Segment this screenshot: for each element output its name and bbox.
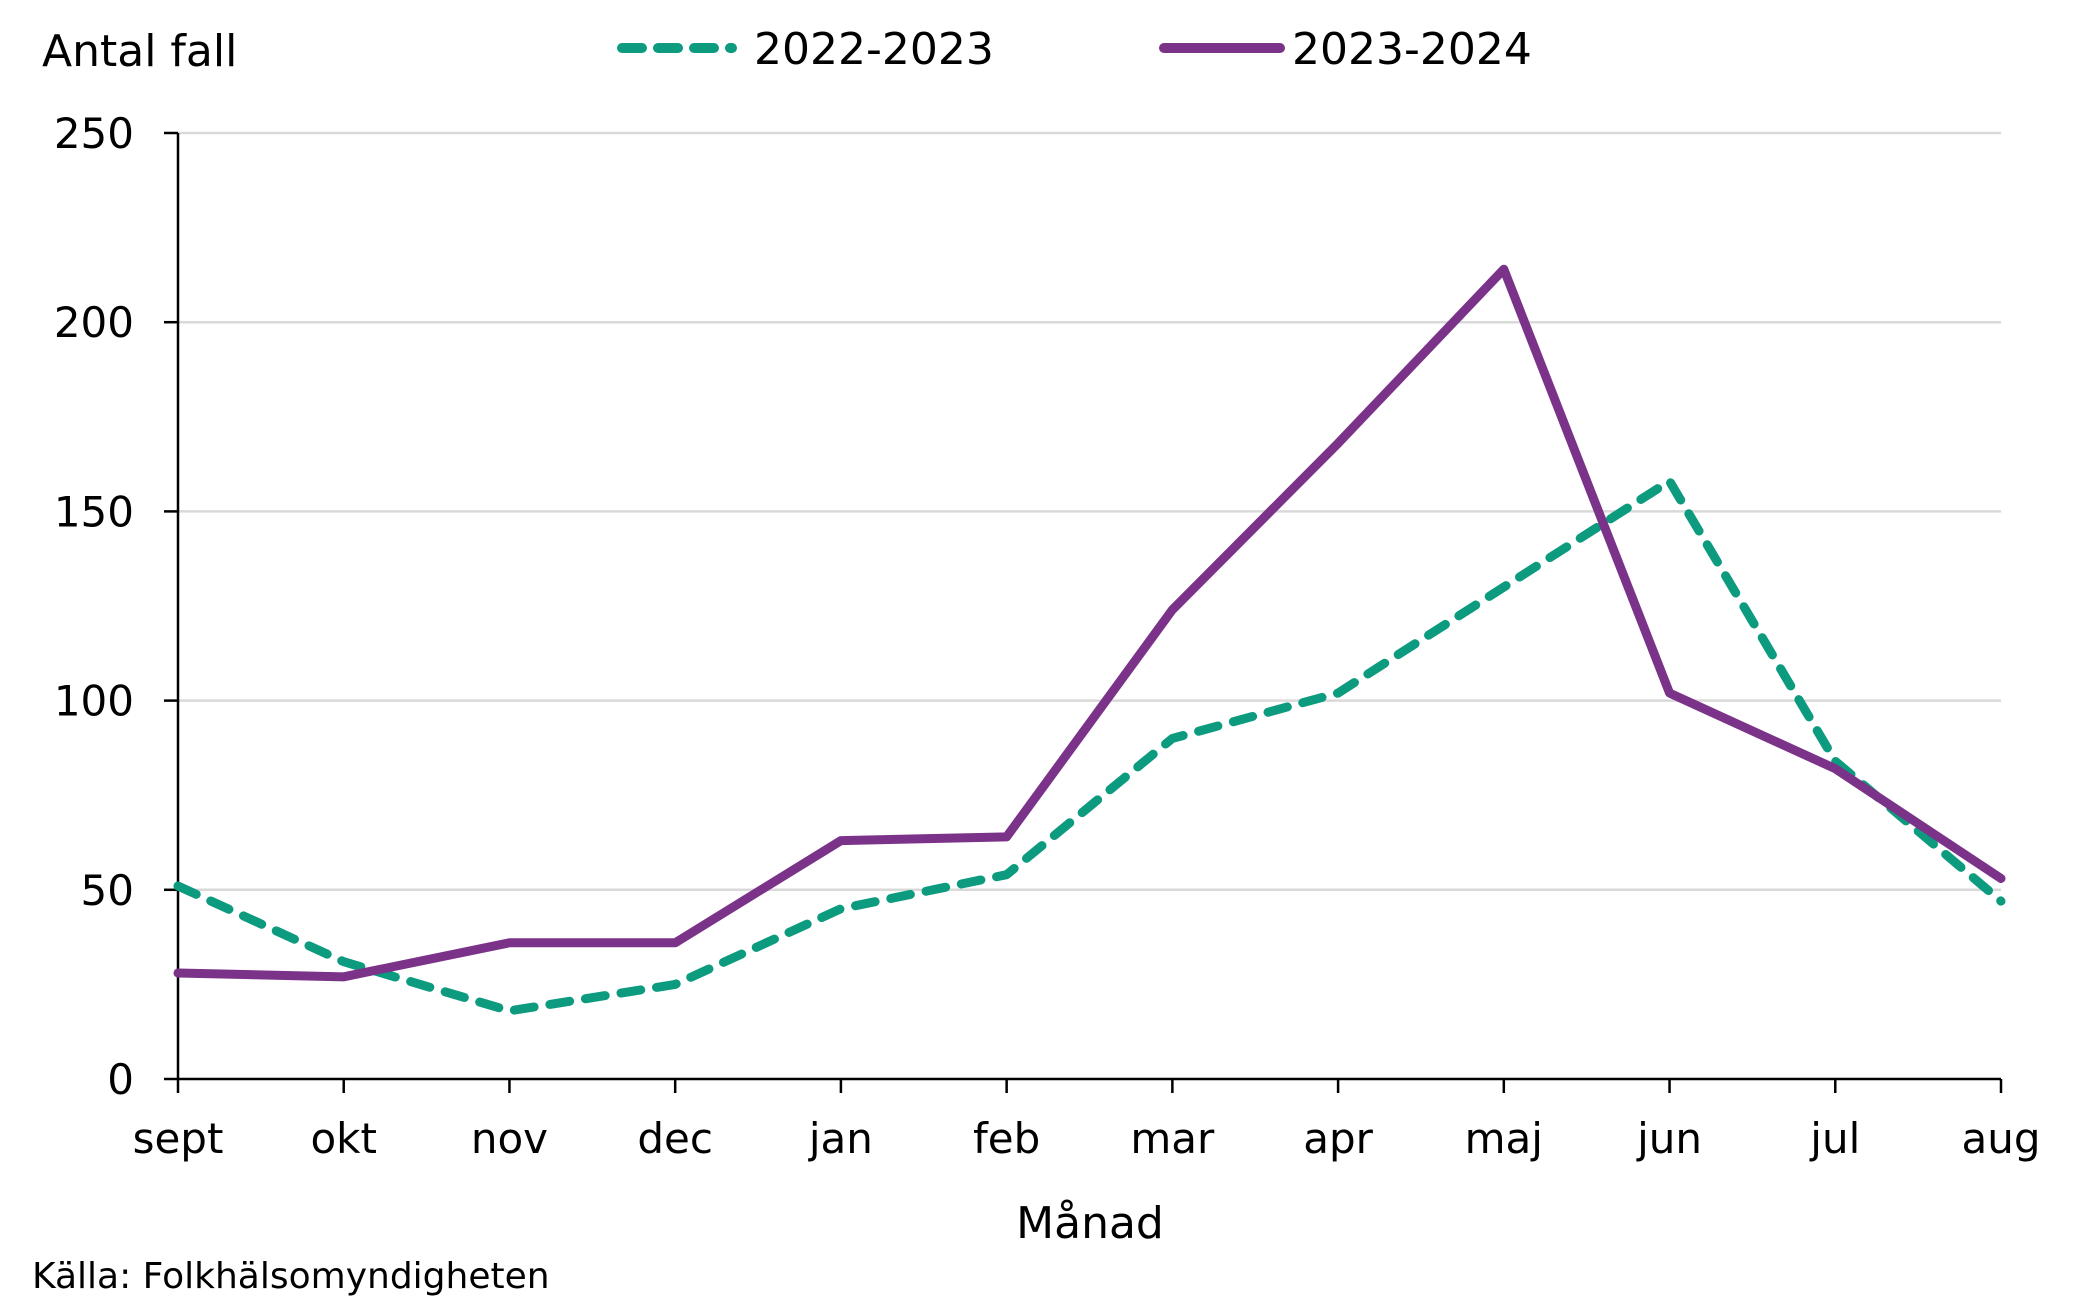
x-tick-label: mar — [1130, 1114, 1215, 1163]
legend: 2022-2023 2023-2024 — [617, 24, 1532, 75]
tick-labels: 0 50 100 150 200 250 sept okt nov dec jan feb mar apr… — [54, 109, 2041, 1163]
series-line-2022-2023 — [173, 476, 2006, 1016]
legend-label-2022-2023: 2022-2023 — [754, 24, 994, 75]
x-tick-label: okt — [310, 1114, 377, 1163]
x-tick-label: feb — [973, 1114, 1040, 1163]
x-tick-label: jul — [1809, 1114, 1860, 1163]
y-tick-label: 200 — [54, 298, 134, 347]
x-axis-title: Månad — [1016, 1198, 1164, 1249]
x-tick-label: aug — [1961, 1114, 2040, 1163]
series-line-2023-2024 — [173, 264, 2006, 982]
source-note: Källa: Folkhälsomyndigheten — [32, 1256, 550, 1297]
x-tick-label: jan — [808, 1114, 873, 1163]
gridlines — [178, 131, 2001, 892]
x-tick-label: jun — [1636, 1114, 1702, 1163]
y-tick-label: 0 — [107, 1055, 134, 1104]
x-tick-label: maj — [1465, 1114, 1543, 1163]
axes — [164, 131, 2003, 1093]
y-axis-title: Antal fall — [42, 26, 237, 77]
x-tick-label: apr — [1303, 1114, 1373, 1163]
y-tick-label: 250 — [54, 109, 134, 158]
y-tick-label: 150 — [54, 487, 134, 536]
x-tick-label: nov — [471, 1114, 548, 1163]
x-tick-label: dec — [637, 1114, 713, 1163]
y-tick-label: 100 — [54, 677, 134, 726]
series-lines — [173, 264, 2006, 1016]
x-tick-label: sept — [133, 1114, 224, 1163]
y-tick-label: 50 — [81, 866, 134, 915]
legend-label-2023-2024: 2023-2024 — [1292, 24, 1532, 75]
